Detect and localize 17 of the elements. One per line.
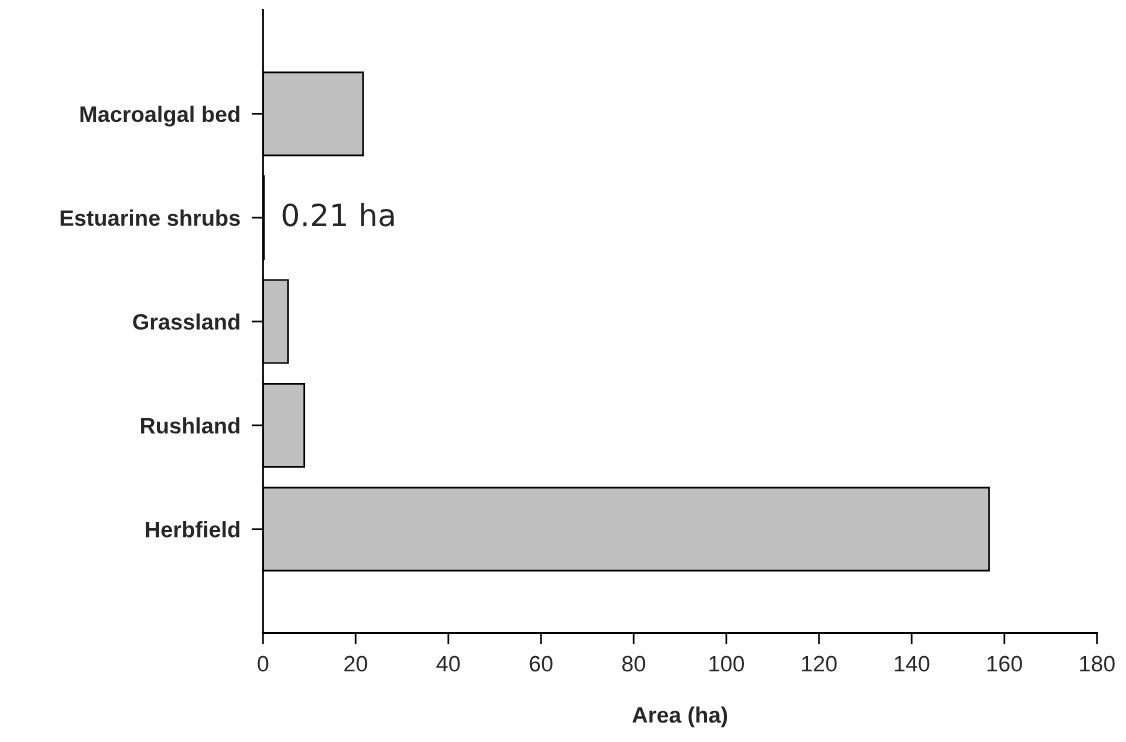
y-tick-label: Macroalgal bed <box>80 105 240 127</box>
x-axis-title: Area (ha) <box>632 706 728 728</box>
x-tick-label: 40 <box>436 655 460 672</box>
x-tick-label: 180 <box>1080 655 1115 672</box>
y-tick-label: Grassland <box>133 313 240 330</box>
x-tick-label: 80 <box>622 655 646 672</box>
x-tick-label: 20 <box>344 655 368 672</box>
x-tick-label: 140 <box>894 655 930 672</box>
x-tick-label: 100 <box>709 655 744 672</box>
y-tick-label: Herbfield <box>145 521 240 538</box>
y-tick-label: Rushland <box>141 417 240 434</box>
x-tick-label: 60 <box>529 655 553 672</box>
data-label: 0.21 ha <box>282 202 394 227</box>
x-tick-label: 0 <box>257 655 269 672</box>
x-tick-label: 120 <box>802 655 837 672</box>
x-tick-label: 160 <box>987 655 1022 672</box>
y-tick-label: Estuarine shrubs <box>60 209 240 226</box>
